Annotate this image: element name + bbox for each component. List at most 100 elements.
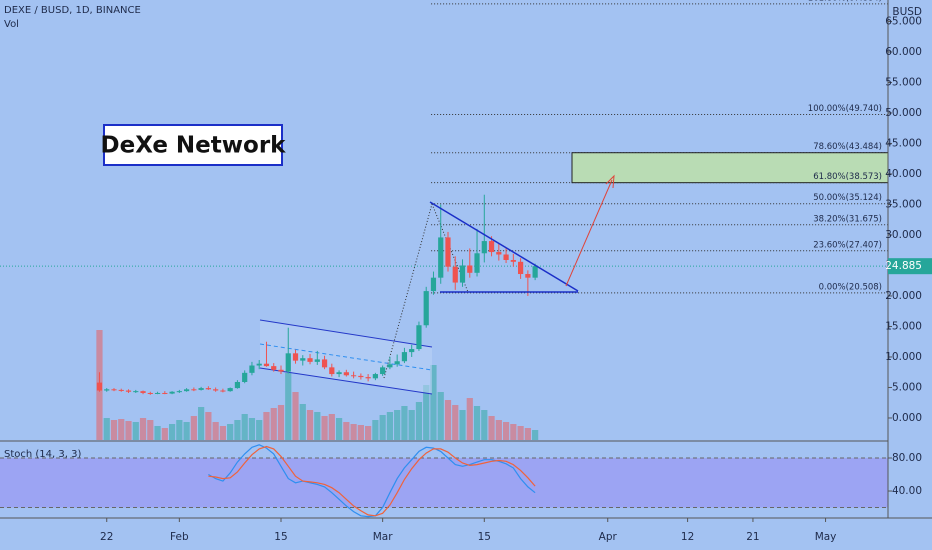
candle-body [162,392,168,394]
y-tick-label: 5.000 [892,381,922,393]
volume-bar [314,412,321,440]
y-tick-label: 65.000 [885,15,922,27]
volume-bar [466,398,473,440]
candle-body [503,254,509,260]
y-tick-label: 50.000 [885,107,922,119]
volume-bar [103,418,110,440]
volume-bar [444,400,452,440]
y-tick-label: 15.000 [885,320,922,332]
candle-body [96,382,103,391]
y-tick-label: 0.000 [892,412,922,424]
volume-bar [372,420,379,440]
volume-title: Vol [4,19,19,30]
volume-bar [386,412,394,440]
fib-label: 78.60%(43.484) [813,142,882,152]
volume-bar [161,428,168,440]
candle-body [423,291,429,326]
candle-body [140,391,146,393]
volume-bar [524,428,531,440]
volume-bar [495,420,502,440]
candle-body [409,349,415,353]
volume-bar [379,415,386,440]
candle-body [242,372,248,382]
volume-bar [328,414,335,440]
volume-bar [132,422,139,440]
volume-bar [190,416,197,440]
candle-body [227,388,233,392]
x-tick-label: Mar [373,531,393,543]
candle-body [285,353,291,372]
candle-body [263,363,270,367]
axis-label: BUSD [892,6,922,18]
candle-body [256,363,262,366]
candle-body [111,389,117,391]
volume-bar [234,420,241,440]
y-tick-label: 35.000 [885,198,922,210]
candle-body [401,352,408,362]
candle-body [271,366,277,370]
volume-bar [248,418,256,440]
stoch-line [208,445,536,517]
volume-bar [154,426,161,440]
volume-bar [473,406,481,440]
volume-bar [110,420,118,440]
candle-body [336,372,342,375]
volume-bar [263,412,270,440]
y-tick-label: 40.00 [892,485,922,497]
candle-body [118,389,124,391]
candle-body [518,261,524,275]
target-zone [571,152,889,184]
volume-bar [198,407,205,440]
volume-bar [241,414,248,440]
volume-bar [343,422,350,440]
channel-top [259,319,433,348]
x-tick-label: Feb [170,531,189,543]
volume-bar [517,426,524,440]
volume-bar [401,406,408,440]
volume-bar [408,410,415,440]
candle-body [154,392,161,394]
candle-body [329,367,335,375]
volume-bar [118,419,125,440]
fib-label: 100.00%(49.740) [808,104,882,114]
volume-bar [219,426,227,440]
candle-body [104,389,110,391]
volume-bar [205,412,212,440]
candle-body [314,359,320,362]
volume-bar [292,392,299,440]
candle-body [459,265,466,283]
volume-bar [365,426,372,440]
candle-body [191,389,197,391]
marks-layer [96,194,538,518]
x-tick-label: 15 [274,531,287,543]
volume-bar [394,410,401,440]
fib-trend-up [383,203,433,379]
annotation: DeXe Network [101,133,287,159]
candle-body [249,365,255,373]
volume-bar [277,405,285,440]
candle-body [372,374,378,379]
triangle-top [429,201,579,292]
candle-body [445,237,451,267]
candle-body [278,369,284,372]
candle-body [321,359,328,368]
candle-body [220,390,226,392]
volume-bar [437,392,444,440]
candle-body [452,266,458,283]
x-tick-label: May [815,531,837,543]
fib-label: 161.80%(67.884) [808,0,882,3]
y-tick-label: 20.000 [885,290,922,302]
x-tick-label: 21 [746,531,759,543]
candle-body [474,253,480,273]
candle-body [358,375,364,378]
volume-bar [176,420,183,440]
candle-body [481,241,487,254]
x-tick-label: 12 [681,531,694,543]
candle-body [169,391,175,394]
last-price-tag [888,258,932,275]
volume-bar [335,418,343,440]
candle-body [147,392,153,394]
volume-bar [481,410,488,440]
